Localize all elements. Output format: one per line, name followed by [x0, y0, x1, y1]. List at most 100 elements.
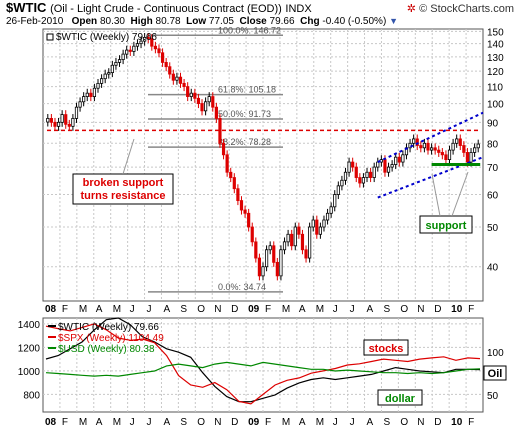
support-box [419, 215, 473, 234]
series-lines [45, 317, 481, 405]
candle-body [433, 147, 437, 151]
candle-body [447, 149, 452, 161]
candle-body [293, 226, 297, 247]
x-tick-label: A [96, 304, 103, 315]
x-tick-label: M [282, 417, 290, 428]
y-right-tick-label: 50 [487, 391, 499, 402]
x-tick-label: N [214, 417, 221, 428]
candle-body [178, 76, 183, 84]
x-tick-label: A [96, 417, 103, 428]
series-line [45, 361, 481, 377]
legend-label: $USD (Weekly) 80.38 [58, 344, 155, 355]
candle-body [322, 219, 326, 228]
candle-body [272, 245, 276, 263]
candle-body [383, 159, 387, 173]
candle-body [415, 138, 419, 146]
x-tick-label: M [316, 417, 324, 428]
y-tick-label: 60 [487, 191, 499, 202]
candle-body [46, 118, 50, 123]
x-tick-label: F [468, 304, 474, 315]
fib-label: 0.0%: 34.74 [218, 282, 266, 292]
y-tick-label: 110 [487, 83, 503, 94]
candle-body [225, 154, 229, 173]
candle-body [60, 114, 64, 123]
candle-body [325, 212, 330, 221]
brand: ✲ © StockCharts.com [407, 2, 514, 15]
exchange: INDX [285, 3, 312, 15]
candle-body [390, 164, 394, 168]
x-tick-label: J [147, 304, 152, 315]
x-tick-label: A [367, 417, 374, 428]
candle-body [117, 59, 122, 63]
candle-body [329, 206, 333, 214]
annotation-box [72, 173, 174, 205]
x-tick-label: N [417, 417, 424, 428]
candle-body [82, 96, 86, 103]
candle-body [146, 36, 150, 40]
x-tick-label: M [113, 304, 121, 315]
close-label: Close [239, 16, 267, 27]
x-tick-label: N [214, 304, 221, 315]
candle-body [386, 166, 391, 173]
x-tick-label: A [367, 304, 374, 315]
candle-body [318, 226, 322, 235]
candle-body [254, 241, 258, 259]
candle-body [458, 138, 462, 146]
x-tick-label: A [299, 417, 306, 428]
candle-body [311, 219, 315, 228]
brand-label: © StockCharts.com [419, 3, 514, 15]
y-tick-label: 130 [487, 53, 504, 64]
x-tick-label: F [62, 417, 68, 428]
candle-body [53, 121, 57, 127]
candles [46, 32, 480, 281]
y-right-tick-label: 100 [487, 348, 504, 359]
candle-body [232, 177, 236, 190]
main-y-tick-labels: 150 140 130 120 110 100 90 80 70 60 50 40 [487, 27, 504, 273]
main-legend: $WTIC (Weekly) 79.66 [46, 32, 157, 43]
chg-value: -0.40 (-0.50%) [322, 16, 387, 27]
candle-body [168, 66, 172, 75]
dropdown-arrow-icon[interactable]: ▼ [389, 16, 398, 26]
candle-body [336, 185, 340, 195]
candle-body [132, 45, 136, 52]
candle-body [257, 257, 262, 277]
candle-body [315, 219, 319, 235]
candle-body [171, 73, 175, 81]
candle-body [243, 209, 247, 214]
main-legend-label: $WTIC (Weekly) 79.66 [56, 32, 157, 43]
candle-body [107, 72, 111, 75]
fib-label: 50.0%: 91.73 [218, 109, 271, 119]
candle-body [429, 147, 434, 151]
x-tick-label: 08 [45, 304, 57, 315]
candle-body [455, 138, 459, 144]
y-tick-label: 100 [487, 100, 504, 111]
candle-body [308, 226, 312, 259]
y-tick-label: 80 [487, 139, 499, 150]
candle-body [56, 121, 61, 127]
candle-body [351, 161, 355, 168]
y-left-tick-label: 800 [23, 390, 40, 401]
stocks-text: stocks [369, 343, 404, 355]
x-tick-label: D [434, 304, 441, 315]
x-tick-label: J [130, 304, 135, 315]
candle-body [462, 145, 466, 153]
y-tick-label: 40 [487, 263, 499, 274]
x-tick-label: A [163, 417, 170, 428]
candle-body [186, 86, 190, 97]
x-tick-label: J [350, 417, 355, 428]
fib-label: 61.8%: 105.18 [218, 85, 276, 95]
series-line [45, 323, 481, 405]
y-left-tick-label: 1000 [18, 367, 41, 378]
star-icon: ✲ [406, 3, 417, 15]
candle-body [304, 249, 308, 259]
x-tick-label: J [147, 417, 152, 428]
x-tick-label: A [299, 304, 306, 315]
y-tick-label: 70 [487, 163, 499, 174]
stocks-box [363, 339, 409, 356]
fib-label: 100.0%: 146.72 [218, 25, 281, 35]
candle-body [282, 241, 287, 251]
candle-body [78, 101, 82, 108]
x-tick-label: F [468, 417, 474, 428]
candle-body [476, 143, 480, 149]
x-tick-label: D [434, 417, 441, 428]
